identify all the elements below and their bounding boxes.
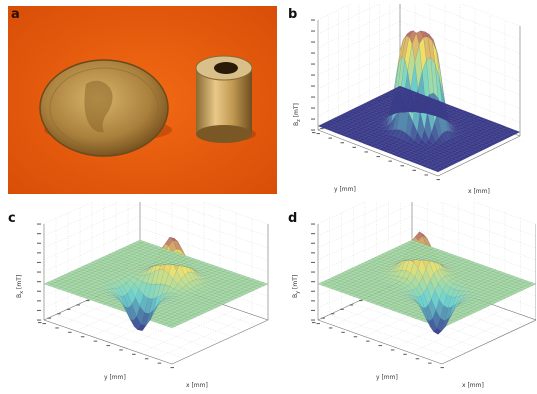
surface-mesh [317, 30, 521, 173]
magnet-hole [214, 62, 238, 74]
plot-panel-by: d By [mT] y [mm] x [mm] [276, 202, 536, 392]
panel-label-d: d [288, 211, 298, 226]
axis-ticks [37, 223, 174, 369]
x-axis-label-c: x [mm] [186, 382, 208, 389]
x-axis-label-b: x [mm] [468, 188, 490, 195]
surface-plot-bz [311, 4, 521, 181]
surface-mesh [43, 236, 269, 332]
photo-panel: a [8, 6, 277, 194]
plot-panel-bx: c Bx [mT] y [mm] x [mm] [4, 202, 272, 392]
surface-plot-by [311, 202, 536, 369]
surface-plot-bx [37, 202, 269, 369]
z-axis-label-c: Bx [mT] [16, 274, 26, 298]
surface-mesh [317, 231, 536, 335]
x-axis-label-d: x [mm] [462, 382, 484, 389]
panel-label-a: a [11, 7, 20, 22]
panel-label-b: b [288, 7, 298, 22]
z-axis-label-b: Bz [mT] [293, 103, 303, 126]
photo-illustration [8, 6, 277, 194]
plot-panel-bz: b Bz [mT] y [mm] x [mm] [284, 4, 534, 200]
z-axis-label-d: By [mT] [292, 274, 302, 298]
y-axis-label-c: y [mm] [104, 374, 126, 381]
panel-label-c: c [8, 211, 16, 226]
y-axis-label-b: y [mm] [334, 186, 356, 193]
y-axis-label-d: y [mm] [376, 374, 398, 381]
